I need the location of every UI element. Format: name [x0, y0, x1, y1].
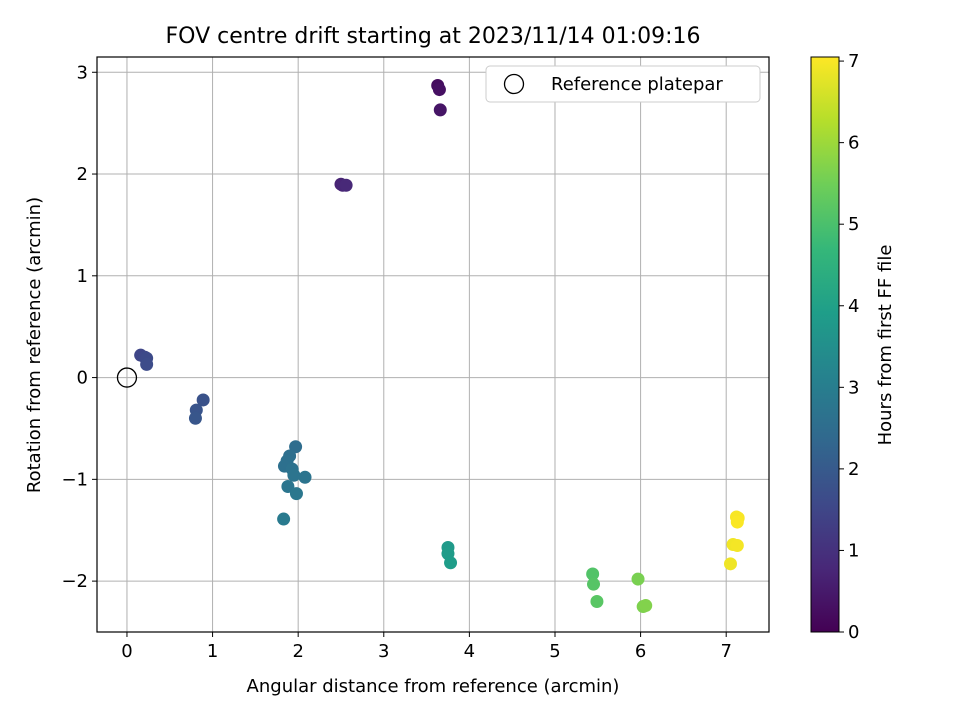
data-point	[281, 479, 295, 493]
data-point	[196, 393, 210, 407]
y-axis-label: Rotation from reference (arcmin)	[24, 197, 45, 493]
x-axis-label: Angular distance from reference (arcmin)	[247, 676, 620, 697]
colorbar-tick-label: 6	[848, 133, 859, 154]
data-points	[116, 78, 745, 614]
colorbar-tick-label: 3	[848, 377, 859, 398]
data-point	[140, 357, 154, 371]
legend: Reference platepar	[485, 65, 761, 103]
data-point	[289, 440, 303, 454]
x-tick-label: 2	[292, 641, 303, 662]
colorbar-tick-label: 7	[848, 51, 859, 72]
data-point	[723, 557, 737, 571]
data-point	[339, 178, 353, 192]
data-point	[277, 512, 291, 526]
x-tick-label: 4	[464, 641, 475, 662]
data-point	[730, 538, 744, 552]
data-point	[590, 594, 604, 608]
data-point	[432, 83, 446, 97]
x-tick-label: 7	[720, 641, 731, 662]
plot-area	[96, 56, 770, 633]
x-axis: 0 1 2 3 4 5 6 7	[121, 632, 732, 662]
y-tick-label: −2	[61, 571, 88, 592]
data-point	[730, 515, 744, 529]
data-point	[631, 572, 645, 586]
y-tick-label: 3	[77, 62, 88, 83]
colorbar-tick-label: 0	[848, 622, 859, 643]
y-tick-label: 1	[77, 266, 88, 287]
x-tick-label: 5	[549, 641, 560, 662]
colorbar-tick-label: 5	[848, 214, 859, 235]
y-axis: −2 −1 0 1 2 3	[61, 62, 97, 592]
legend-box	[485, 65, 761, 103]
colorbar-tick-label: 4	[848, 296, 859, 317]
data-point	[188, 411, 202, 425]
colorbar-tick-label: 2	[848, 459, 859, 480]
x-tick-label: 3	[378, 641, 389, 662]
data-point	[298, 470, 312, 484]
x-tick-label: 6	[635, 641, 646, 662]
data-point	[287, 468, 301, 482]
legend-marker-reference	[503, 73, 525, 95]
data-point	[289, 487, 303, 501]
data-point	[444, 556, 458, 570]
grid-lines	[97, 57, 769, 632]
data-point	[433, 103, 447, 117]
colorbar-label: Hours from first FF file	[875, 245, 896, 446]
colorbar-gradient	[810, 56, 840, 633]
x-tick-label: 0	[121, 641, 132, 662]
legend-label-reference: Reference platepar	[551, 74, 723, 95]
data-point	[586, 567, 600, 581]
reference-platepar-marker	[116, 367, 138, 388]
colorbar: 0 1 2 3 4 5 6 7 Hours from first FF file	[810, 51, 896, 643]
y-tick-label: 0	[77, 368, 88, 389]
x-tick-label: 1	[207, 641, 218, 662]
y-tick-label: 2	[77, 164, 88, 185]
colorbar-tick-label: 1	[848, 540, 859, 561]
y-tick-label: −1	[61, 469, 88, 490]
colorbar-ticks: 0 1 2 3 4 5 6 7	[839, 51, 859, 643]
chart-title: FOV centre drift starting at 2023/11/14 …	[166, 24, 701, 49]
data-point	[587, 577, 601, 591]
data-point	[639, 599, 653, 613]
